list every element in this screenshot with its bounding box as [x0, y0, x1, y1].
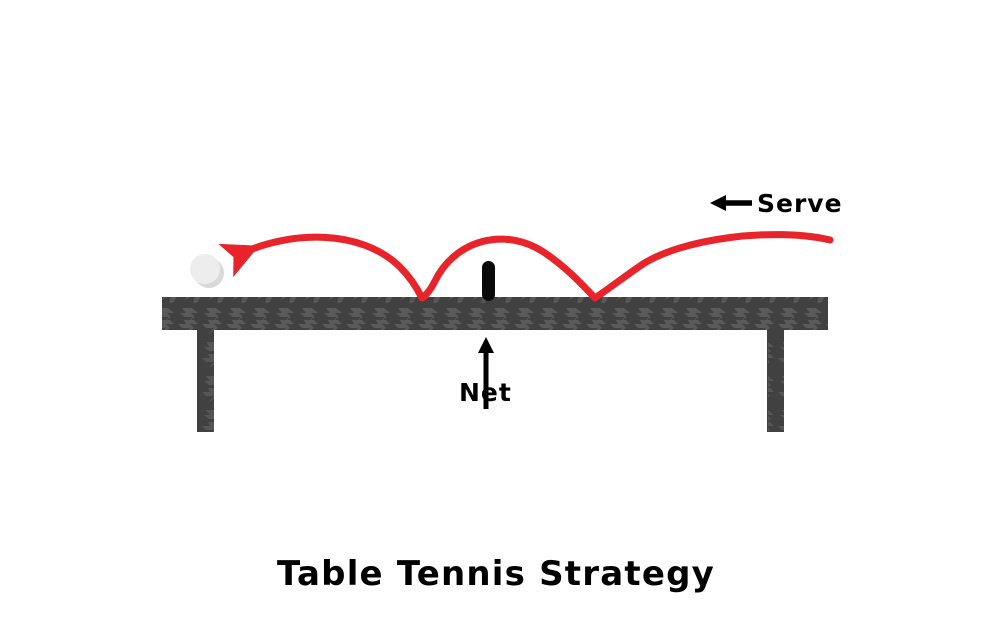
ball-icon — [190, 254, 220, 284]
table-leg-right — [767, 320, 784, 432]
curved-arrow-icon — [218, 231, 834, 302]
arrow-up-icon — [478, 337, 494, 409]
net-label: Net — [459, 378, 512, 407]
net-icon — [482, 261, 495, 301]
arrow-left-icon — [710, 195, 752, 211]
table-top — [162, 297, 828, 330]
page-title: Table Tennis Strategy — [277, 554, 715, 594]
table-leg-left — [197, 320, 214, 432]
serve-label: Serve — [757, 189, 843, 218]
